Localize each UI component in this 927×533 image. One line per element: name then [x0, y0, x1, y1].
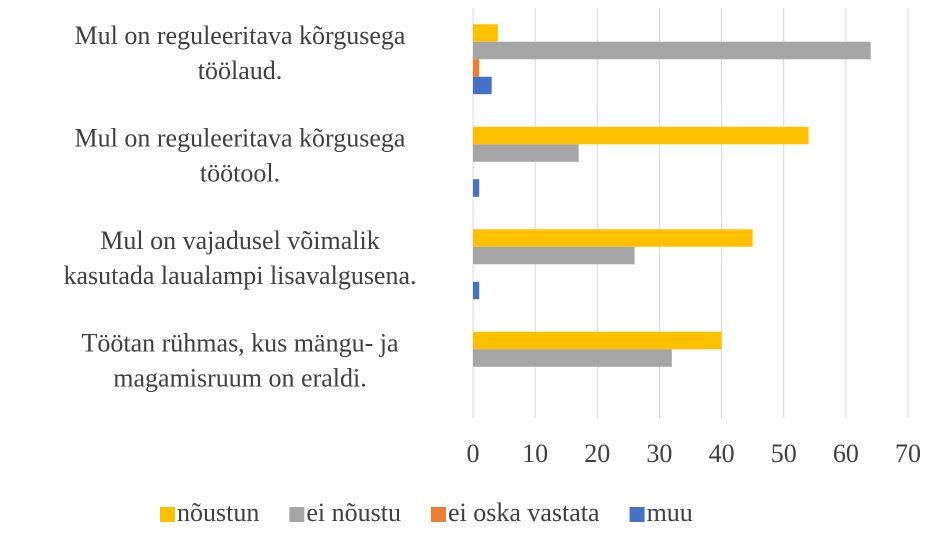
bar	[473, 126, 809, 145]
x-tick-label: 50	[771, 439, 797, 468]
category-label: Töötan rühmas, kus mängu- ja magamisruum …	[82, 328, 399, 392]
legend-label: ei oska vastata	[448, 498, 600, 527]
x-tick-label: 10	[522, 439, 548, 468]
bar	[473, 24, 498, 42]
x-tick-label: 70	[895, 439, 921, 468]
legend-label: nõustun	[177, 498, 259, 527]
bar	[473, 281, 480, 300]
bar	[473, 59, 480, 77]
bar	[473, 144, 579, 162]
legend-swatch	[289, 507, 305, 522]
category-label: Mul on vajadusel võimalik kasutada lauala…	[63, 226, 416, 290]
bar	[473, 76, 492, 95]
x-tick-label: 60	[833, 439, 859, 468]
bar	[473, 41, 871, 60]
bar	[473, 229, 753, 247]
legend-label: ei nõustu	[306, 498, 401, 527]
category-label: Mul on reguleeritava kõrgusega töötool.	[75, 123, 406, 187]
legend-label: muu	[647, 498, 693, 527]
legend-swatch	[430, 507, 446, 522]
x-tick-label: 30	[646, 439, 672, 468]
x-tick-label: 20	[584, 439, 610, 468]
bar	[473, 179, 480, 197]
bar	[473, 331, 722, 350]
category-label: Mul on reguleeritava kõrgusega töölaud.	[75, 21, 406, 85]
bar	[473, 246, 635, 265]
x-tick-label: 0	[467, 439, 480, 468]
bar	[473, 349, 672, 367]
legend-swatch	[629, 507, 645, 522]
x-tick-label: 40	[709, 439, 735, 468]
legend-swatch	[160, 507, 175, 522]
